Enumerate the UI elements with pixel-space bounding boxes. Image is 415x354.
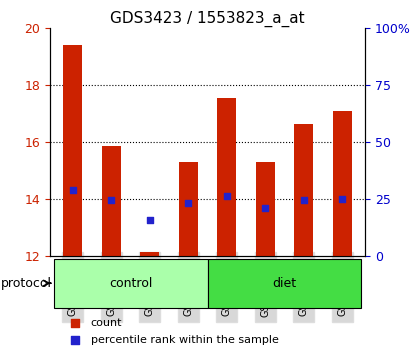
Point — [72, 337, 78, 342]
Text: control: control — [109, 277, 152, 290]
Point — [300, 198, 307, 203]
Point — [185, 200, 192, 206]
Bar — [140, 252, 159, 256]
Bar — [256, 162, 275, 256]
Bar — [217, 98, 237, 256]
Text: count: count — [91, 318, 122, 328]
Text: percentile rank within the sample: percentile rank within the sample — [91, 335, 279, 345]
Bar — [63, 45, 83, 256]
Point — [70, 188, 76, 193]
Text: diet: diet — [272, 277, 296, 290]
Point — [108, 198, 115, 203]
Point — [339, 196, 345, 202]
Title: GDS3423 / 1553823_a_at: GDS3423 / 1553823_a_at — [110, 11, 305, 27]
FancyBboxPatch shape — [54, 259, 208, 308]
Text: protocol: protocol — [1, 277, 52, 290]
Point — [223, 193, 230, 199]
Bar — [294, 124, 313, 256]
FancyBboxPatch shape — [208, 259, 361, 308]
Bar — [332, 111, 352, 256]
Point — [72, 320, 78, 326]
Point — [262, 205, 269, 210]
Bar — [178, 162, 198, 256]
Bar — [102, 146, 121, 256]
Point — [146, 217, 153, 223]
